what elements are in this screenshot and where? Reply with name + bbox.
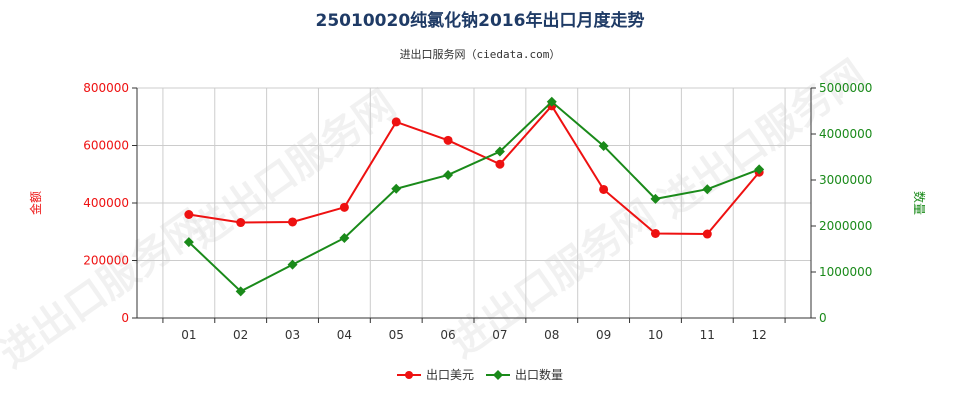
right-tick-label: 2000000	[819, 219, 872, 233]
legend: 出口美元 出口数量	[397, 367, 563, 382]
data-point	[546, 96, 557, 107]
left-tick-label: 0	[121, 311, 129, 325]
chart-subtitle: 进出口服务网（ciedata.com）	[400, 47, 561, 61]
data-point	[495, 159, 505, 169]
left-tick-label: 200000	[83, 254, 129, 268]
x-tick-label: 02	[233, 328, 248, 342]
x-tick-label: 10	[648, 328, 663, 342]
x-tick-label: 11	[700, 328, 715, 342]
series-quantity	[183, 96, 765, 297]
x-tick-label: 08	[544, 328, 559, 342]
data-point	[183, 237, 194, 248]
chart-title: 25010020纯氯化钠2016年出口月度走势	[316, 10, 645, 31]
data-point	[184, 210, 194, 219]
right-axis-ticks: 0 1000000 2000000 3000000 4000000 5000000	[811, 81, 872, 325]
left-tick-label: 400000	[83, 196, 129, 210]
left-axis-ticks: 0 200000 400000 600000 800000	[83, 81, 137, 325]
data-point	[754, 164, 765, 175]
right-tick-label: 4000000	[819, 127, 872, 141]
left-axis-label: 金额	[28, 191, 43, 215]
legend-label-quantity: 出口数量	[515, 367, 563, 382]
data-point	[650, 228, 660, 238]
data-point	[702, 229, 712, 239]
right-tick-label: 0	[819, 311, 827, 325]
data-point	[236, 218, 246, 228]
x-tick-label: 06	[440, 328, 455, 342]
series-line	[188, 100, 760, 293]
legend-marker-usd	[405, 371, 413, 379]
data-point	[391, 117, 401, 127]
right-tick-label: 1000000	[819, 265, 872, 279]
series-line	[188, 104, 760, 236]
data-point	[287, 259, 298, 270]
x-tick-label: 04	[337, 328, 352, 342]
legend-label-usd: 出口美元	[426, 368, 474, 382]
data-point	[599, 184, 609, 194]
data-point	[339, 202, 349, 212]
watermark-text: 进出口服务网	[0, 202, 214, 377]
grid-lines	[137, 87, 811, 319]
x-tick-label: 03	[285, 328, 300, 342]
legend-marker-quantity	[493, 370, 503, 380]
left-tick-label: 800000	[83, 81, 129, 95]
data-point	[598, 140, 609, 151]
x-axis-ticks: 01 02 03 04 05 06 07 08 09 10 11 12	[162, 318, 786, 342]
x-tick-label: 05	[389, 328, 404, 342]
right-tick-label: 3000000	[819, 173, 872, 187]
right-axis-label: 数量	[912, 191, 927, 215]
data-point	[391, 183, 402, 194]
data-point	[443, 169, 454, 180]
data-point	[235, 286, 246, 297]
data-point	[288, 217, 298, 227]
x-tick-label: 07	[492, 328, 507, 342]
legend-item-usd[interactable]: 出口美元	[397, 368, 474, 382]
right-tick-label: 5000000	[819, 81, 872, 95]
data-point	[702, 184, 713, 195]
data-point	[650, 193, 661, 204]
left-tick-label: 600000	[83, 139, 129, 153]
series-layer	[183, 96, 765, 297]
x-tick-label: 01	[181, 328, 196, 342]
data-point	[494, 146, 505, 157]
x-tick-label: 12	[752, 328, 767, 342]
data-point	[443, 135, 453, 145]
data-point	[339, 232, 350, 243]
legend-item-quantity[interactable]: 出口数量	[486, 367, 563, 382]
x-tick-label: 09	[596, 328, 611, 342]
